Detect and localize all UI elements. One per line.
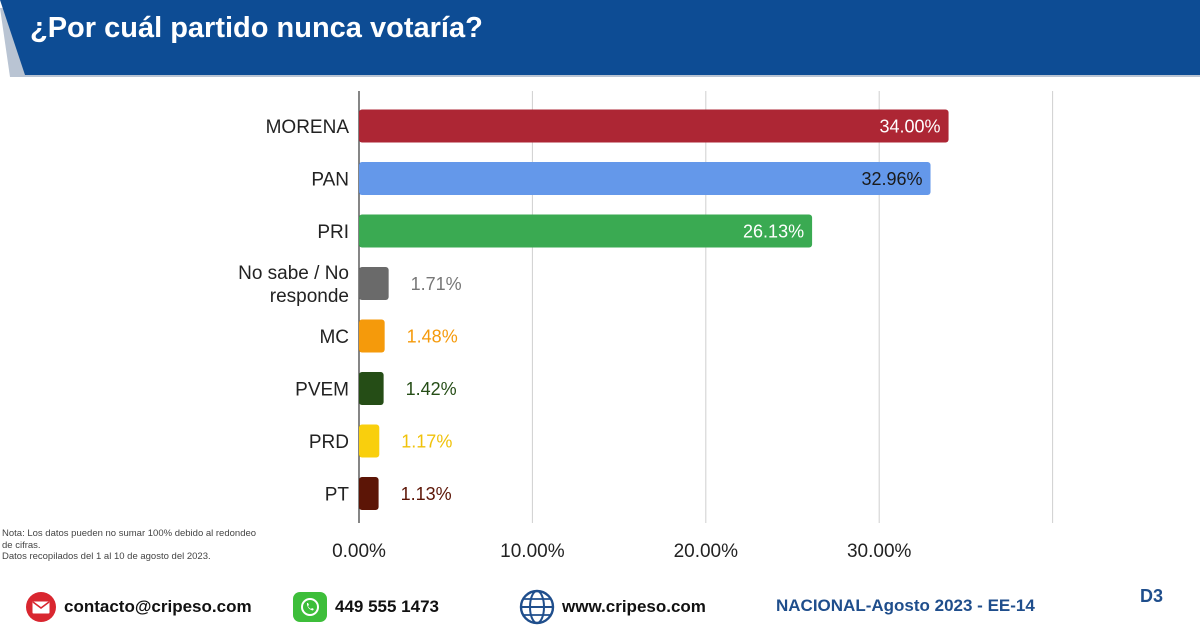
bar-pt [359, 477, 379, 510]
bar-pvem [359, 372, 384, 405]
contact-website[interactable]: www.cripeso.com [518, 588, 706, 626]
x-tick-label: 10.00% [500, 541, 565, 562]
category-label: PRI [317, 222, 349, 243]
category-label: No sabe / No [238, 263, 349, 284]
footnote-line-1: Nota: Los datos pueden no sumar 100% deb… [2, 528, 257, 551]
data-label: 1.17% [401, 432, 452, 452]
data-label: 34.00% [879, 117, 940, 137]
x-tick-label: 30.00% [847, 541, 912, 562]
website-text: www.cripeso.com [562, 597, 706, 616]
data-label: 26.13% [743, 222, 804, 242]
category-label: PT [325, 485, 350, 506]
data-label: 1.42% [406, 379, 457, 399]
bar-pan [359, 162, 931, 195]
edition-label: NACIONAL-Agosto 2023 - EE-14 [776, 596, 1035, 615]
globe-icon [518, 588, 556, 626]
category-label: MORENA [266, 117, 350, 138]
data-label: 1.13% [401, 484, 452, 504]
bar-prd [359, 424, 380, 458]
phone-text: 449 555 1473 [335, 597, 439, 616]
page-title: ¿Por cuál partido nunca votaría? [30, 12, 483, 44]
bar-morena [359, 109, 949, 143]
bar-no-sabe-no-responde [359, 267, 389, 300]
category-label: MC [319, 327, 349, 348]
data-label: 1.48% [407, 327, 458, 347]
x-tick-label: 0.00% [332, 541, 386, 562]
footnote-line-2: Datos recopilados del 1 al 10 de agosto … [2, 551, 211, 562]
category-label: PAN [311, 170, 349, 191]
data-label: 32.96% [861, 169, 922, 189]
title-banner: ¿Por cuál partido nunca votaría? [0, 0, 1200, 77]
footnote: Nota: Los datos pueden no sumar 100% deb… [2, 528, 264, 563]
category-label: responde [270, 286, 349, 307]
bar-mc [359, 319, 385, 353]
page-code: D3 [1140, 586, 1164, 606]
banner-shape [0, 0, 1200, 77]
x-tick-label: 20.00% [674, 541, 739, 562]
contact-phone[interactable]: 449 555 1473 [293, 590, 439, 624]
whatsapp-icon [293, 592, 327, 622]
category-label: PRD [309, 432, 349, 453]
email-icon [26, 592, 56, 622]
category-label: PVEM [295, 380, 349, 401]
email-text: contacto@cripeso.com [64, 597, 252, 616]
bar-pri [359, 214, 813, 248]
contact-email[interactable]: contacto@cripeso.com [26, 590, 252, 624]
data-label: 1.71% [411, 274, 462, 294]
